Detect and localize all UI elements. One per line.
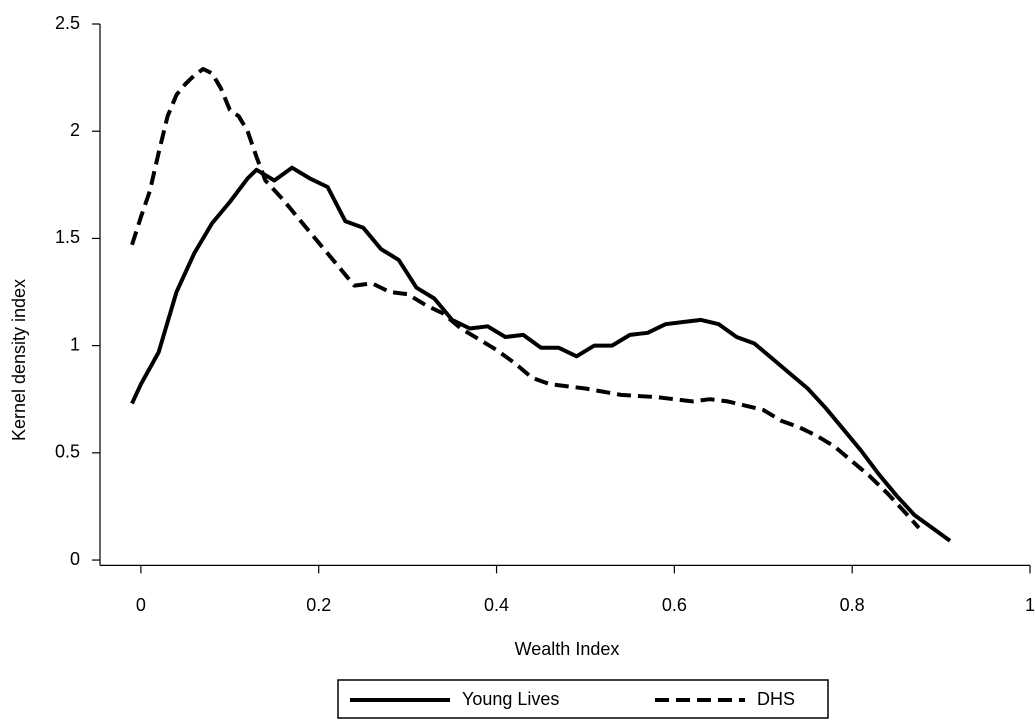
y-tick-label: 2: [70, 120, 80, 140]
y-tick-label: 1.5: [55, 227, 80, 247]
data-line: [130, 165, 952, 543]
y-tick-label: 2.5: [55, 13, 80, 33]
legend-box: [337, 679, 829, 719]
x-tick-label: 0.8: [840, 595, 865, 615]
legend-label: Young Lives: [462, 689, 559, 709]
x-tick-label: 0: [136, 595, 146, 615]
x-tick-label: 0.6: [662, 595, 687, 615]
y-tick-label: 1: [70, 334, 80, 354]
x-axis-label: Wealth Index: [515, 639, 620, 659]
legend-label: DHS: [757, 689, 795, 709]
data-line: [130, 67, 921, 530]
y-axis-label: Kernel density index: [9, 279, 29, 441]
y-tick-label: 0: [70, 549, 80, 569]
x-tick-label: 1: [1025, 595, 1035, 615]
y-tick-label: 0.5: [55, 442, 80, 462]
x-tick-label: 0.2: [306, 595, 331, 615]
x-tick-label: 0.4: [484, 595, 509, 615]
